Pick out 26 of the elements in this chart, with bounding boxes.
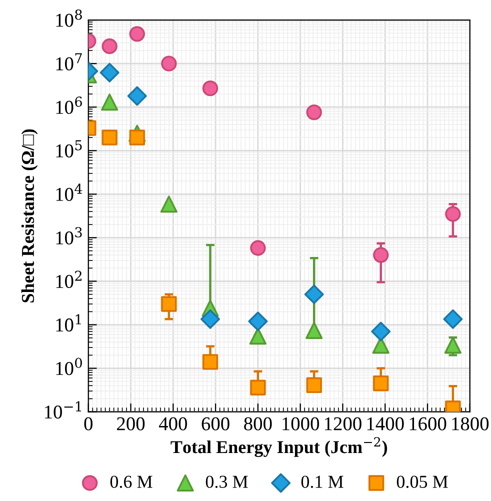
legend-label: 0.05 M: [396, 476, 448, 488]
x-tick-label: 0: [84, 417, 92, 430]
x-tick-label: 200: [117, 417, 145, 430]
y-tick-label: 10$^{2}$: [56, 270, 82, 288]
y-tick-label: 10$^{6}$: [56, 96, 82, 114]
y-tick-label: 10$^{−1}$: [44, 401, 82, 419]
x-tick-label: 1800: [452, 417, 489, 430]
y-tick-label: 10$^{1}$: [56, 314, 81, 332]
legend-label: 0.1 M: [301, 476, 344, 488]
y-tick-label: 10$^{7}$: [56, 53, 82, 70]
legend-label: 0.3 M: [206, 476, 248, 488]
y-tick-label: 10$^{8}$: [56, 9, 82, 27]
x-tick-label: 800: [244, 417, 272, 430]
x-tick-label: 1200: [324, 417, 362, 430]
x-axis-title: Total Energy Input (Jcm$^{−2}$): [170, 437, 388, 458]
y-tick-label: 10$^{5}$: [56, 140, 82, 158]
x-tick-label: 1600: [410, 417, 446, 430]
x-tick-label: 400: [158, 417, 187, 430]
x-tick-label: 1400: [367, 417, 404, 430]
y-tick-label: 10$^{0}$: [56, 358, 82, 376]
x-tick-label: 600: [202, 417, 230, 430]
y-axis-title: Sheet Resistance (Ω/□): [21, 129, 38, 302]
legend-label: 0.6 M: [110, 476, 152, 488]
y-tick-label: 10$^{4}$: [56, 184, 82, 201]
x-tick-label: 1000: [282, 417, 320, 430]
y-tick-label: 10$^{3}$: [56, 227, 82, 244]
